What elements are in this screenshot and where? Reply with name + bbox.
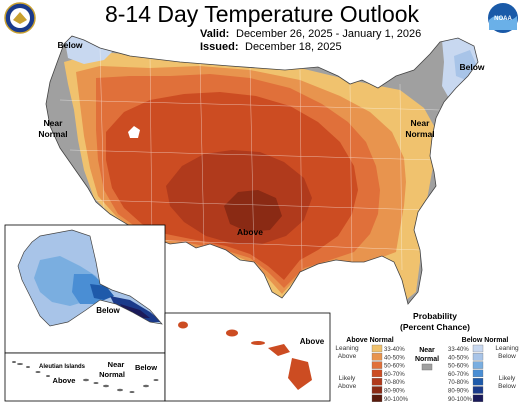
noaa-logo-text: NOAA <box>494 16 512 22</box>
legend-below-swatch-5 <box>472 386 484 394</box>
maui-island <box>268 344 290 356</box>
legend-above-range-6: 90-100% <box>384 397 409 403</box>
legend-above-swatch-6 <box>371 394 383 402</box>
label-near-normal-east-2: Normal <box>405 129 434 139</box>
legend-below-range-6: 90-100% <box>448 397 473 403</box>
legend-below-scale: 33-40% 40-50% 50-60% 60-70% 70-80% 80-90% 90-1… <box>448 344 484 403</box>
oahu-island <box>226 329 238 337</box>
legend-above-header: Above Normal <box>346 337 394 344</box>
legend-below-swatch-0 <box>472 344 484 353</box>
valid-label: Valid: <box>200 28 229 40</box>
legend-below-range-4: 70-80% <box>448 380 469 386</box>
legend-near-normal-swatch <box>421 363 433 371</box>
legend-above-swatch-1 <box>371 353 383 361</box>
aleutian-title: Aleutian Islands <box>39 364 86 370</box>
map-title: 8-14 Day Temperature Outlook <box>105 1 420 27</box>
legend-above-swatch-5 <box>371 386 383 394</box>
legend-below-range-5: 80-90% <box>448 389 469 395</box>
valid-dates: December 26, 2025 - January 1, 2026 <box>236 28 421 40</box>
hawaii-islands <box>178 321 312 390</box>
label-near-normal-east-1: Near <box>411 118 431 128</box>
legend-above-swatch-0 <box>371 344 383 353</box>
legend-leaning-above-2: Above <box>338 353 357 360</box>
conus-probability-field <box>46 36 478 304</box>
legend-likely-above-1: Likely <box>339 375 356 382</box>
legend-title-2: (Percent Chance) <box>400 322 470 332</box>
legend-below-range-3: 60-70% <box>448 372 469 378</box>
alaska-below-90-100-area <box>120 304 150 318</box>
legend-above-range-2: 50-60% <box>384 364 405 370</box>
legend-leaning-below-2: Below <box>498 353 516 360</box>
aleutian-below: Below <box>135 363 157 372</box>
issued-date: December 18, 2025 <box>245 41 342 53</box>
legend-likely-below-1: Likely <box>499 375 516 382</box>
alaska-outline <box>17 229 163 327</box>
legend-below-swatch-6 <box>472 394 484 402</box>
legend-above-swatch-3 <box>371 369 383 378</box>
legend-above-range-3: 60-70% <box>384 372 405 378</box>
label-hawaii-above: Above <box>300 337 325 346</box>
conus-outline <box>45 35 479 305</box>
legend-below-range-2: 50-60% <box>448 364 469 370</box>
legend-below-swatch-1 <box>472 353 484 361</box>
label-below-nw: Below <box>57 40 82 50</box>
hawaii-big-island <box>288 358 312 390</box>
legend-near-2: Normal <box>415 356 439 363</box>
label-near-normal-west-2: Normal <box>38 129 67 139</box>
doc-seal-icon <box>4 2 36 34</box>
legend: Probability (Percent Chance) Above Norma… <box>335 311 519 403</box>
legend-below-range-0: 33-40% <box>448 347 469 353</box>
legend-leaning-above-1: Leaning <box>335 345 359 352</box>
state-boundaries <box>59 47 441 271</box>
alaska-inset: Below <box>4 224 166 354</box>
label-above-center: Above <box>237 227 263 237</box>
aleutian-near-2: Normal <box>99 370 125 379</box>
legend-above-range-4: 70-80% <box>384 380 405 386</box>
legend-above-range-1: 40-50% <box>384 355 405 361</box>
legend-above-range-5: 80-90% <box>384 389 405 395</box>
label-below-ne: Below <box>459 62 484 72</box>
label-near-normal-west-1: Near <box>44 118 64 128</box>
legend-leaning-below-1: Leaning <box>495 345 519 352</box>
aleutian-islands <box>12 361 159 393</box>
aleutian-near-1: Near <box>108 360 125 369</box>
legend-above-swatch-4 <box>371 378 383 386</box>
legend-above-range-0: 33-40% <box>384 347 405 353</box>
label-alaska-below: Below <box>96 306 120 315</box>
aleutian-inset-frame <box>4 352 166 402</box>
hawaii-inset-frame <box>164 312 331 402</box>
legend-likely-below-2: Below <box>498 383 516 390</box>
alaska-below-70-80-area <box>90 284 114 300</box>
legend-below-swatch-4 <box>472 378 484 386</box>
legend-below-swatch-2 <box>472 361 484 369</box>
hawaii-inset: Above <box>164 312 331 402</box>
lake-patch-area <box>128 126 140 138</box>
legend-above-scale: 33-40% 40-50% 50-60% 60-70% 70-80% 80-90% 90-1… <box>371 344 409 403</box>
noaa-logo-icon: NOAA <box>488 3 518 33</box>
legend-below-header: Below Normal <box>462 337 509 344</box>
molokai-island <box>251 341 265 345</box>
issued-label: Issued: <box>200 41 239 53</box>
legend-likely-above-2: Above <box>338 383 357 390</box>
aleutian-inset: Aleutian Islands Near Normal Below Above <box>4 352 166 402</box>
aleutian-above: Above <box>53 376 76 385</box>
legend-above-swatch-2 <box>371 361 383 369</box>
legend-title-1: Probability <box>413 311 457 321</box>
legend-near-1: Near <box>419 347 435 354</box>
legend-below-swatch-3 <box>472 369 484 378</box>
legend-below-range-1: 40-50% <box>448 355 469 361</box>
kauai-island <box>178 321 188 329</box>
